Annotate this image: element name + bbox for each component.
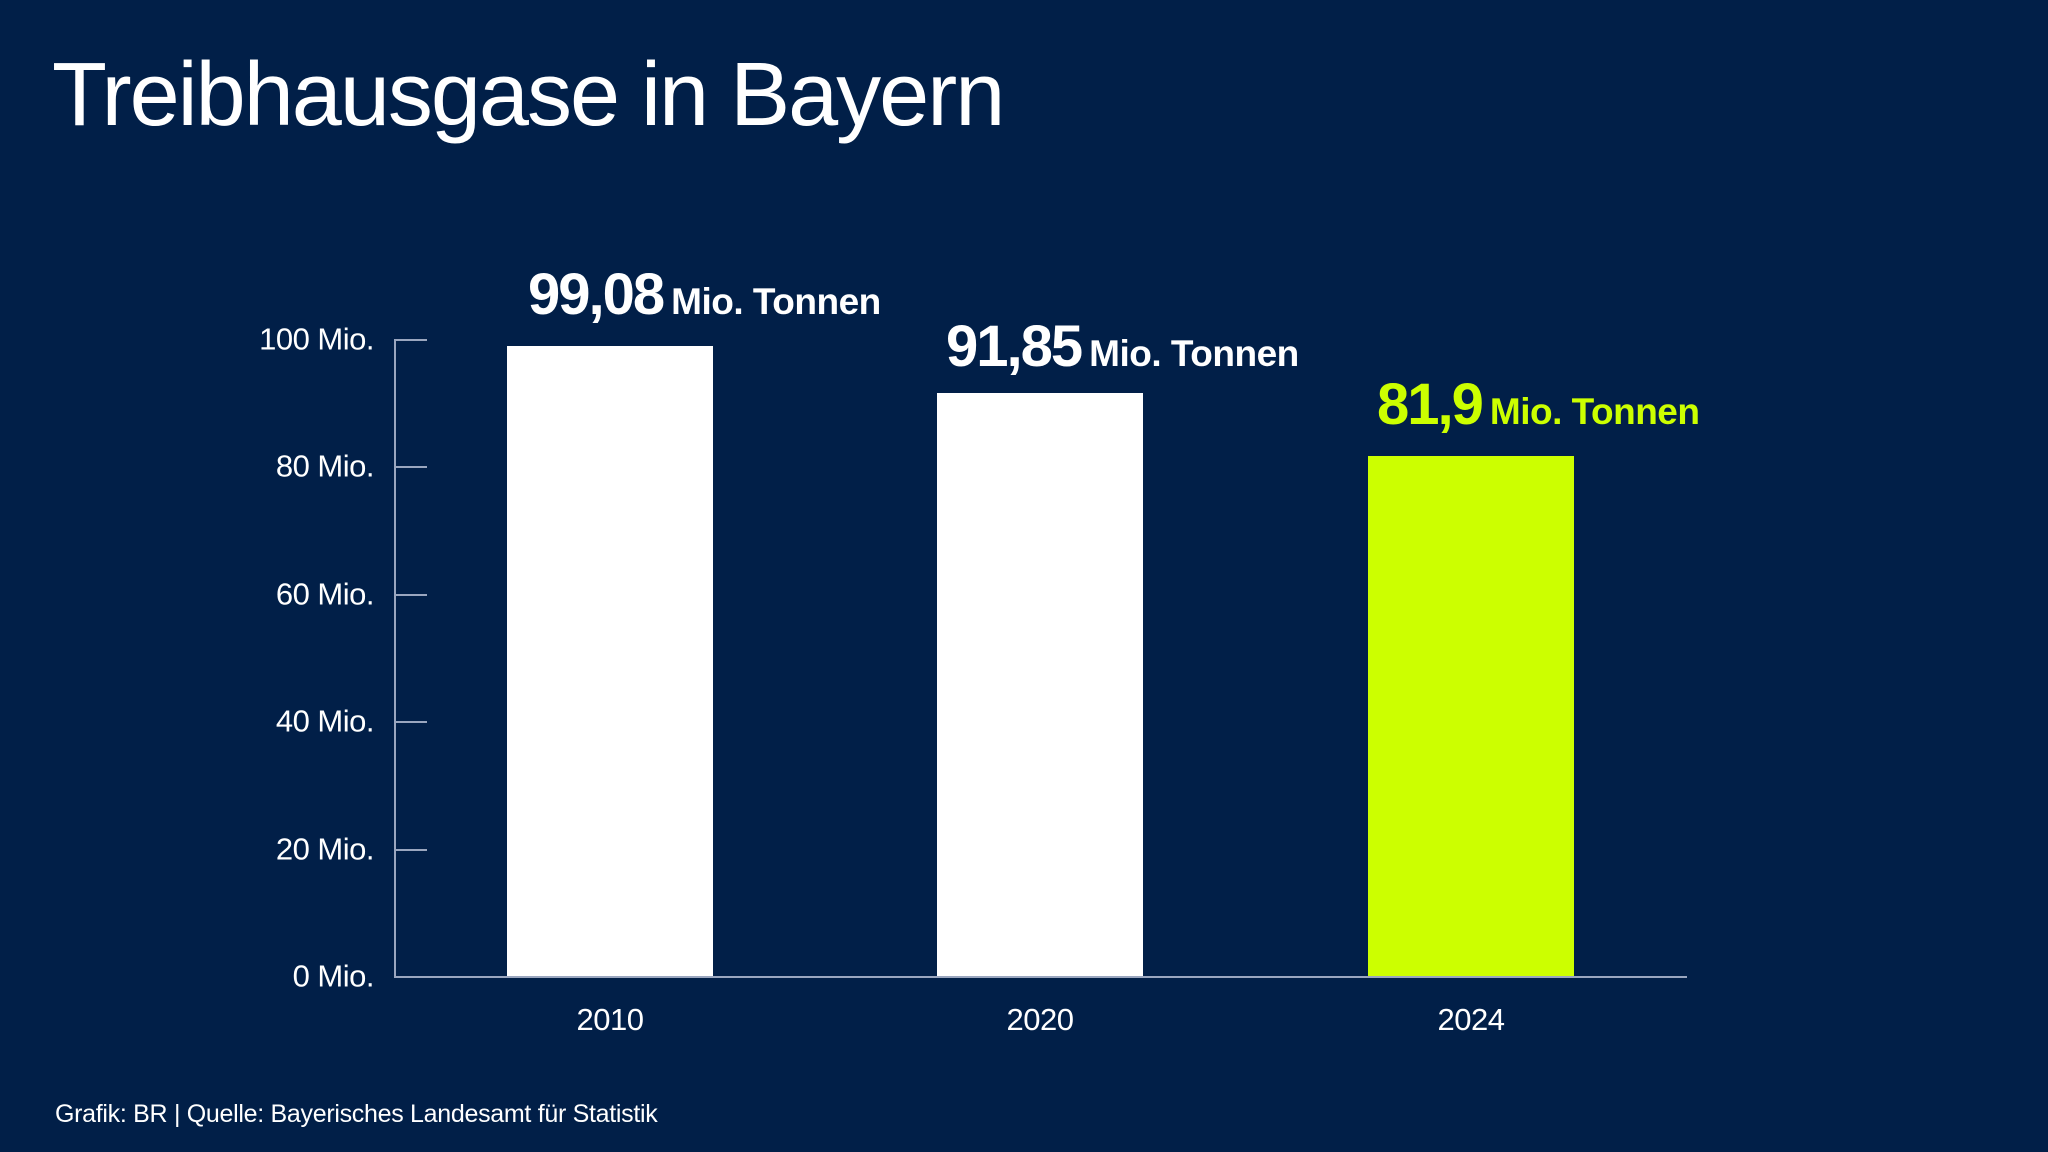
y-tick-label: 40 Mio.: [275, 703, 375, 739]
y-tick: [394, 339, 427, 341]
bar-2024-highlight: [1368, 456, 1574, 976]
y-tick-label: 20 Mio.: [275, 831, 375, 867]
x-label-2020: 2020: [1006, 1002, 1074, 1037]
y-tick: [394, 594, 427, 596]
x-axis-line: [394, 976, 1687, 978]
value-unit: Mio. Tonnen: [1489, 391, 1700, 432]
value-number: 91,85: [946, 314, 1083, 379]
bar-2010: [507, 346, 713, 976]
y-tick-label: 60 Mio.: [275, 576, 375, 612]
value-number: 99,08: [528, 262, 665, 327]
source-footer: Grafik: BR | Quelle: Bayerisches Landesa…: [55, 1100, 658, 1128]
value-unit: Mio. Tonnen: [1089, 333, 1299, 374]
value-label-2020: 91,85 Mio. Tonnen: [946, 318, 1299, 376]
value-label-2024: 81,9 Mio. Tonnen: [1377, 376, 1700, 434]
y-tick-label: 80 Mio.: [275, 448, 375, 484]
x-label-2010: 2010: [576, 1002, 644, 1037]
value-unit: Mio. Tonnen: [671, 281, 881, 322]
y-tick: [394, 849, 427, 851]
x-label-2024: 2024: [1437, 1002, 1505, 1037]
value-number: 81,9: [1377, 372, 1484, 437]
y-tick: [394, 466, 427, 468]
y-tick-label: 100 Mio.: [259, 321, 374, 357]
bar-2020: [937, 393, 1143, 976]
value-label-2010: 99,08 Mio. Tonnen: [528, 266, 881, 324]
chart-title: Treibhausgase in Bayern: [52, 45, 1005, 145]
y-axis-line: [394, 340, 396, 978]
y-tick: [394, 721, 427, 723]
y-tick-label: 0 Mio.: [292, 958, 375, 994]
